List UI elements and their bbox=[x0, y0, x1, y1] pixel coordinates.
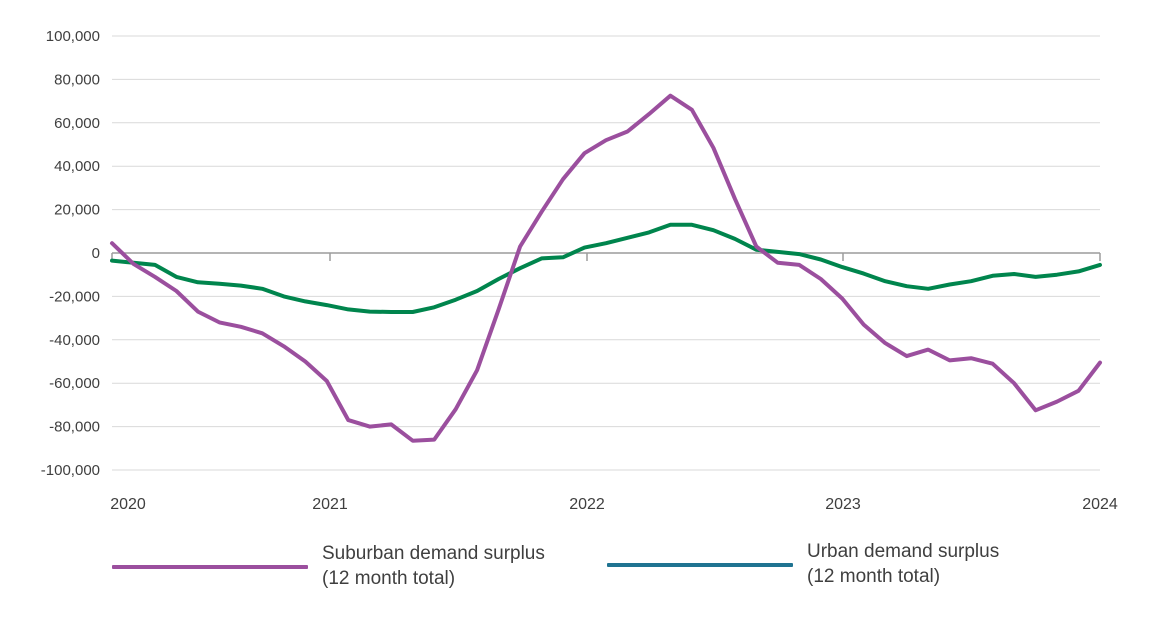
y-axis-label: -20,000 bbox=[49, 288, 100, 305]
x-axis-label: 2020 bbox=[110, 496, 146, 513]
y-axis-label: 60,000 bbox=[54, 115, 100, 132]
series-line-suburban bbox=[110, 93, 1102, 443]
x-axis-label: 2023 bbox=[825, 496, 861, 513]
y-axis-label: -40,000 bbox=[49, 332, 100, 349]
series-line-urban bbox=[110, 222, 1102, 314]
y-axis-label: 40,000 bbox=[54, 158, 100, 175]
y-axis-label: -60,000 bbox=[49, 375, 100, 392]
y-axis-label: 80,000 bbox=[54, 71, 100, 88]
x-axis-label: 2022 bbox=[569, 496, 605, 513]
x-axis-label: 2024 bbox=[1082, 496, 1118, 513]
y-axis-label: 20,000 bbox=[54, 202, 100, 219]
y-axis-label: -80,000 bbox=[49, 419, 100, 436]
x-axis-label: 2021 bbox=[312, 496, 348, 513]
y-axis-label: 100,000 bbox=[46, 28, 100, 45]
y-axis-label: 0 bbox=[92, 245, 100, 262]
y-axis-label: -100,000 bbox=[41, 462, 100, 479]
